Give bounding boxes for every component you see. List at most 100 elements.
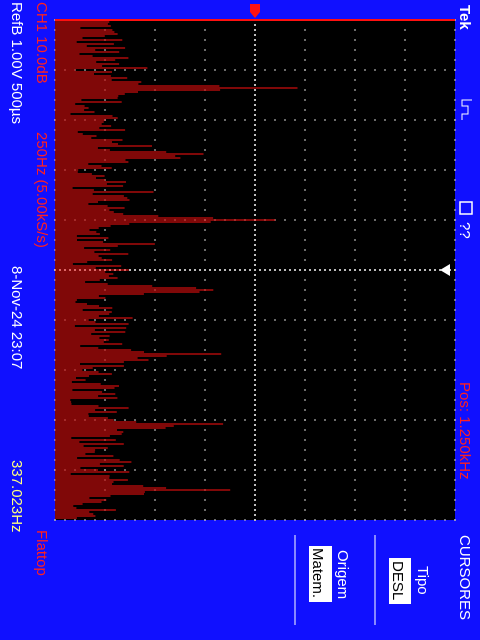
grid-dot	[254, 204, 256, 206]
grid-dot	[304, 279, 306, 281]
grid-dot	[299, 269, 301, 271]
grid-dot	[404, 169, 406, 171]
grid-dot	[364, 119, 366, 121]
grid-dot	[404, 269, 406, 271]
grid-dot	[254, 294, 256, 296]
grid-dot	[424, 119, 426, 121]
grid-dot	[454, 269, 456, 271]
grid-dot	[204, 429, 206, 431]
grid-dot	[204, 29, 206, 31]
menu-value-box[interactable]	[309, 546, 332, 602]
grid-dot	[244, 269, 246, 271]
grid-dot	[394, 119, 396, 121]
grid-dot	[304, 499, 306, 501]
grid-dot	[404, 289, 406, 291]
grid-dot	[454, 289, 456, 291]
grid-dot	[454, 69, 456, 71]
grid-dot	[184, 469, 186, 471]
grid-dot	[254, 239, 256, 241]
grid-dot	[174, 519, 176, 521]
grid-dot	[454, 89, 456, 91]
grid-dot	[104, 519, 106, 521]
menu-label[interactable]: Origem	[334, 550, 351, 599]
grid-dot	[84, 519, 86, 521]
grid-dot	[114, 119, 116, 121]
grid-dot	[304, 159, 306, 161]
grid-dot	[254, 464, 256, 466]
reference: RefB 1.00V 500µs	[8, 2, 25, 124]
grid-dot	[274, 419, 276, 421]
grid-dot	[254, 329, 256, 331]
menu-label[interactable]: Tipo	[414, 566, 431, 595]
grid-dot	[204, 109, 206, 111]
grid-dot	[234, 369, 236, 371]
grid-dot	[304, 229, 306, 231]
grid-dot	[384, 519, 386, 521]
grid-dot	[454, 139, 456, 141]
grid-dot	[124, 419, 126, 421]
grid-dot	[204, 329, 206, 331]
grid-dot	[384, 169, 386, 171]
grid-dot	[354, 139, 356, 141]
grid-dot	[304, 179, 306, 181]
grid-dot	[354, 309, 356, 311]
grid-dot	[254, 334, 256, 336]
grid-dot	[144, 319, 146, 321]
grid-dot	[289, 269, 291, 271]
grid-dot	[394, 519, 396, 521]
grid-dot	[354, 189, 356, 191]
grid-dot	[214, 419, 216, 421]
grid-dot	[254, 399, 256, 401]
menu-value[interactable]: Matem.	[309, 548, 326, 598]
grid-dot	[194, 119, 196, 121]
grid-dot	[434, 519, 436, 521]
grid-dot	[204, 509, 206, 511]
grid-dot	[424, 519, 426, 521]
grid-dot	[204, 459, 206, 461]
grid-dot	[304, 69, 306, 71]
grid-dot	[174, 69, 176, 71]
grid-dot	[454, 199, 456, 201]
grid-dot	[94, 519, 96, 521]
grid-dot	[374, 219, 376, 221]
grid-dot	[104, 229, 106, 231]
grid-dot	[354, 349, 356, 351]
grid-dot	[444, 419, 446, 421]
grid-dot	[104, 469, 106, 471]
grid-dot	[424, 319, 426, 321]
grid-dot	[254, 269, 256, 271]
grid-dot	[244, 69, 246, 71]
grid-dot	[414, 119, 416, 121]
grid-dot	[374, 69, 376, 71]
menu-value[interactable]: DESL	[389, 561, 406, 600]
grid-dot	[404, 359, 406, 361]
readout: 337.023Hz	[8, 460, 25, 533]
grid-dot	[204, 279, 206, 281]
window: Flattop	[33, 530, 50, 576]
grid-dot	[364, 369, 366, 371]
grid-dot	[254, 314, 256, 316]
grid-dot	[254, 339, 256, 341]
grid-dot	[254, 189, 256, 191]
grid-dot	[154, 379, 156, 381]
grid-dot	[454, 339, 456, 341]
grid-dot	[184, 169, 186, 171]
grid-dot	[254, 49, 256, 51]
grid-dot	[274, 169, 276, 171]
grid-dot	[354, 509, 356, 511]
grid-dot	[254, 509, 256, 511]
grid-dot	[254, 214, 256, 216]
grid-dot	[204, 159, 206, 161]
menu-value-box[interactable]	[389, 558, 411, 604]
grid-dot	[224, 269, 226, 271]
grid-dot	[214, 519, 216, 521]
grid-dot	[334, 519, 336, 521]
grid-dot	[329, 269, 331, 271]
grid-dot	[414, 469, 416, 471]
grid-dot	[374, 119, 376, 121]
grid-dot	[404, 319, 406, 321]
grid-dot	[254, 454, 256, 456]
grid-dot	[364, 169, 366, 171]
grid-dot	[354, 489, 356, 491]
grid-dot	[324, 469, 326, 471]
